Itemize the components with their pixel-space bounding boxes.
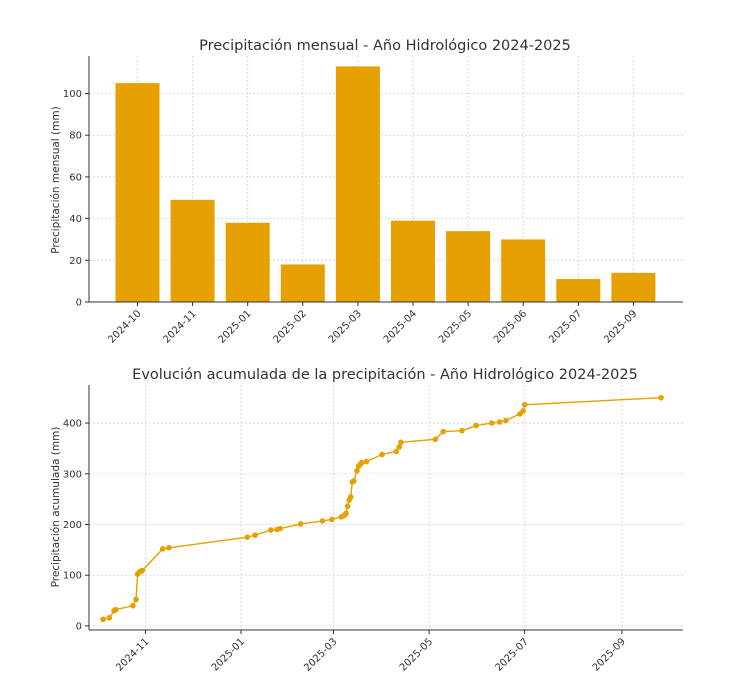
bar-chart-axes bbox=[88, 56, 683, 303]
monthly-precipitation-bar-chart: Precipitación mensual - Año Hidrológico … bbox=[50, 38, 683, 346]
cumulative-point bbox=[351, 478, 357, 484]
bar-2025-05 bbox=[446, 231, 491, 302]
line-chart-series bbox=[100, 394, 664, 623]
line-y-tick-label: 200 bbox=[63, 520, 82, 531]
cumulative-point bbox=[459, 427, 465, 434]
line-y-tick-label: 100 bbox=[63, 571, 82, 582]
cumulative-point bbox=[398, 439, 404, 446]
cumulative-point bbox=[100, 616, 106, 623]
cumulative-point bbox=[432, 436, 439, 443]
bar-2025-07 bbox=[556, 279, 601, 302]
cumulative-point bbox=[363, 458, 370, 465]
bar-2024-11 bbox=[170, 199, 215, 302]
bar-y-tick-label: 80 bbox=[69, 131, 82, 142]
bar-chart-y-ticks: 0 20 40 60 80 100 bbox=[63, 89, 89, 309]
bar-2025-06 bbox=[501, 239, 546, 302]
cumulative-point bbox=[319, 518, 326, 524]
bar-chart-title: Precipitación mensual - Año Hidrológico … bbox=[199, 38, 571, 54]
line-chart-grid bbox=[89, 385, 683, 630]
bar-2025-09 bbox=[611, 272, 656, 302]
bar-y-tick-label: 0 bbox=[76, 298, 82, 309]
cumulative-point bbox=[358, 459, 365, 466]
cumulative-point bbox=[503, 417, 509, 424]
cumulative-point bbox=[658, 394, 664, 401]
line-y-tick-label: 300 bbox=[63, 469, 82, 480]
line-chart-axes bbox=[88, 385, 683, 631]
cumulative-point bbox=[354, 467, 360, 474]
bar-y-tick-label: 60 bbox=[69, 172, 82, 183]
cumulative-point bbox=[130, 602, 136, 609]
cumulative-point bbox=[396, 444, 403, 450]
cumulative-point bbox=[488, 420, 495, 426]
cumulative-point bbox=[112, 606, 119, 613]
bar-2025-02 bbox=[280, 264, 325, 302]
cumulative-point bbox=[106, 615, 113, 621]
cumulative-point bbox=[379, 451, 385, 458]
bar-y-tick-label: 100 bbox=[63, 89, 82, 100]
cumulative-point bbox=[166, 545, 172, 551]
cumulative-point bbox=[329, 516, 335, 523]
cumulative-point bbox=[159, 546, 166, 552]
cumulative-point bbox=[343, 510, 349, 517]
bar-chart-y-axis-label: Precipitación mensual (mm) bbox=[50, 106, 62, 253]
bar-2025-03 bbox=[335, 66, 380, 302]
cumulative-point bbox=[520, 408, 526, 414]
cumulative-point bbox=[139, 567, 146, 574]
cumulative-point bbox=[268, 527, 274, 533]
cumulative-point bbox=[244, 534, 251, 540]
cumulative-point bbox=[344, 503, 351, 510]
cumulative-point bbox=[347, 494, 354, 500]
line-chart-title: Evolución acumulada de la precipitación … bbox=[132, 367, 638, 383]
cumulative-point bbox=[473, 422, 479, 429]
bar-y-tick-label: 20 bbox=[69, 256, 82, 267]
line-chart-y-axis-label: Precipitación acumulada (mm) bbox=[50, 427, 62, 588]
bar-2025-01 bbox=[225, 222, 270, 302]
line-chart-y-ticks: 0 100 200 300 400 bbox=[63, 419, 89, 632]
cumulative-point bbox=[252, 532, 258, 538]
line-y-tick-label: 0 bbox=[76, 621, 82, 632]
cumulative-point bbox=[277, 525, 284, 532]
cumulative-point bbox=[496, 419, 503, 425]
cumulative-point bbox=[133, 596, 139, 603]
cumulative-point bbox=[393, 448, 399, 455]
bar-chart-bars bbox=[115, 66, 656, 303]
cumulative-point bbox=[297, 521, 304, 527]
bar-y-tick-label: 40 bbox=[69, 214, 82, 225]
cumulative-point bbox=[440, 428, 447, 435]
bar-2024-10 bbox=[115, 83, 160, 303]
bar-2025-04 bbox=[391, 220, 435, 302]
line-y-tick-label: 400 bbox=[63, 419, 82, 430]
cumulative-point bbox=[521, 401, 528, 408]
